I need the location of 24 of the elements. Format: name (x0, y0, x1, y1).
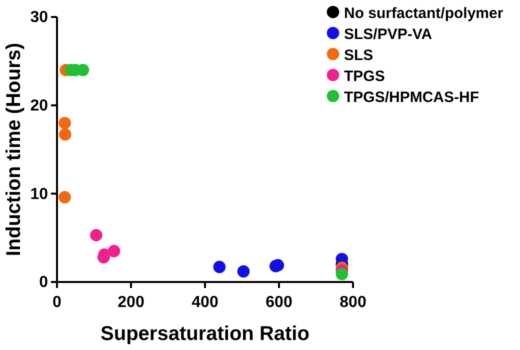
y-tick-label: 10 (30, 186, 48, 203)
y-tick-label: 20 (30, 97, 48, 114)
point (213, 260, 226, 274)
x-tick-label: 400 (192, 294, 218, 311)
point (58, 116, 71, 130)
legend-label: SLS (344, 47, 374, 64)
y-tick-label: 30 (30, 9, 48, 26)
point (237, 265, 250, 278)
point (108, 244, 120, 258)
x-tick-label: 600 (266, 294, 292, 311)
x-tick-label: 200 (118, 294, 144, 311)
point (90, 229, 102, 242)
legend-label: TPGS (344, 68, 385, 85)
x-axis-title: Supersaturation Ratio (100, 323, 310, 345)
legend-label: TPGS/HPMCAS-HF (344, 89, 479, 106)
x-tick-label: 800 (340, 294, 366, 311)
x-tick-label: 0 (52, 294, 62, 311)
point (58, 128, 72, 141)
legend-label: No surfactant/polymer (344, 5, 504, 22)
y-tick-label: 0 (39, 274, 48, 292)
legend-label: SLS/PVP-VA (344, 26, 432, 43)
y-axis-title: Induction time (Hours) (3, 42, 25, 256)
point (336, 268, 348, 280)
point (58, 191, 71, 204)
